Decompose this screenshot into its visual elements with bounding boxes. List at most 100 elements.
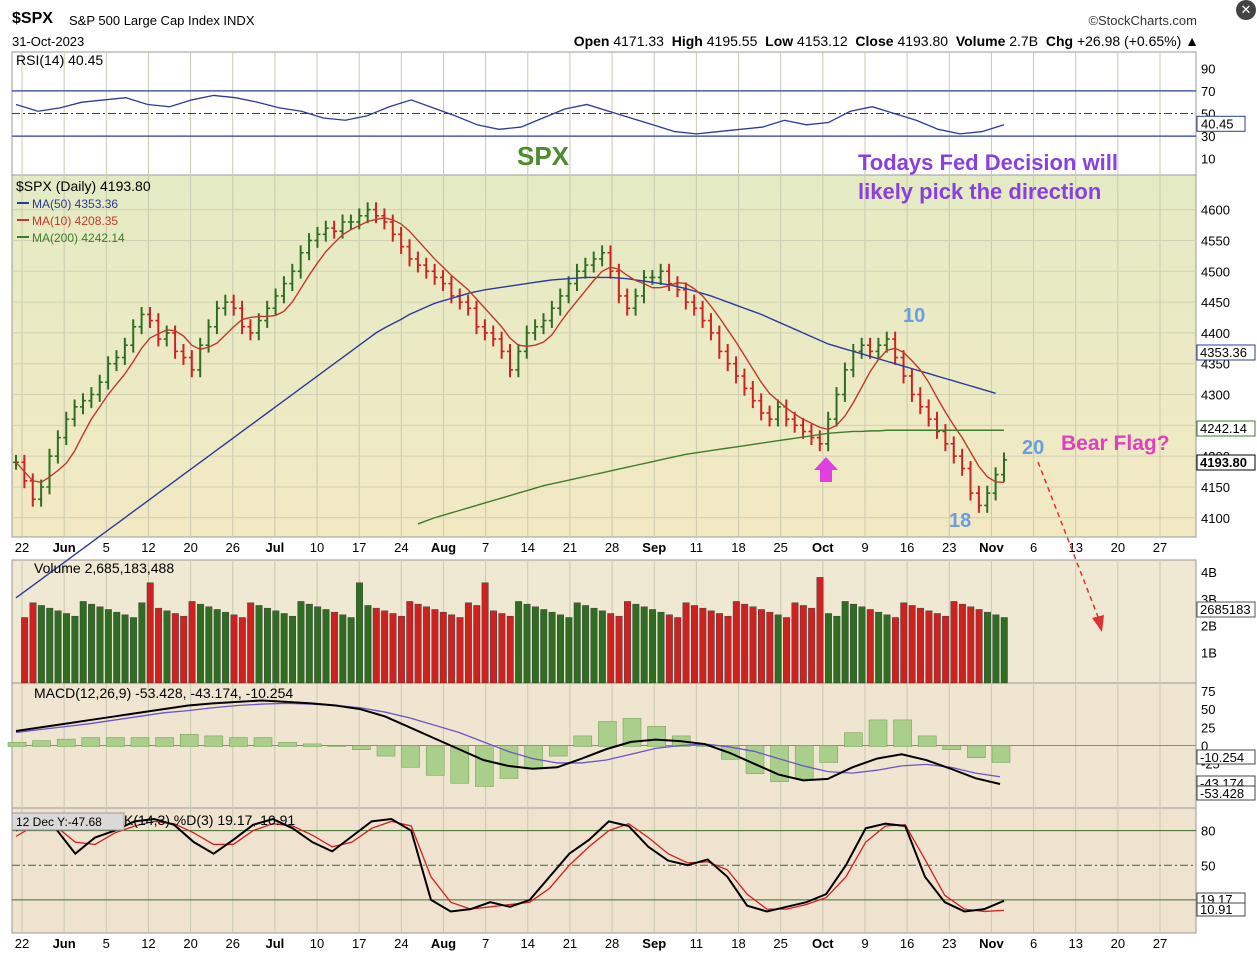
volume-label: Volume 2,685,183,488 — [34, 560, 174, 576]
volume-bar — [515, 601, 523, 684]
macd-histogram — [155, 737, 174, 747]
spx-annotation: SPX — [517, 141, 570, 171]
volume-bar — [799, 605, 807, 684]
volume-bar — [992, 614, 1000, 684]
rsi-label: RSI(14) 40.45 — [16, 52, 103, 68]
volume-bar — [523, 603, 531, 684]
volume-bar — [280, 613, 288, 684]
volume-bar — [96, 606, 104, 684]
macd-histogram — [401, 745, 420, 768]
x-tick-label: 7 — [482, 540, 489, 555]
close-label: Close — [855, 33, 894, 49]
x-tick-label: 27 — [1153, 936, 1167, 951]
x-tick-label: Aug — [431, 540, 456, 555]
volume-bar — [732, 601, 740, 684]
x-tick-label: 21 — [563, 540, 577, 555]
volume-bar — [850, 603, 857, 684]
x-tick-label: 9 — [861, 936, 868, 951]
volume-bar — [875, 611, 883, 684]
x-tick-label: Jun — [53, 936, 76, 951]
volume-value: 2.7B — [1009, 33, 1039, 49]
x-tick-label: 17 — [352, 540, 366, 555]
volume-bar — [347, 617, 355, 684]
volume-bar — [573, 602, 581, 684]
macd-histogram — [598, 721, 617, 747]
sto-tick: 50 — [1201, 858, 1215, 873]
price-tick: 4600 — [1201, 203, 1230, 218]
volume-bar — [858, 606, 866, 684]
x-tick-label: 24 — [394, 540, 408, 555]
volume-bar — [130, 617, 137, 684]
volume-value: 2685183 — [1200, 602, 1251, 617]
rsi-line — [15, 94, 1005, 135]
volume-bar — [975, 609, 983, 684]
price-right-box — [1196, 454, 1256, 471]
volume-bar — [649, 609, 657, 684]
volume-bar — [908, 605, 916, 684]
close-icon[interactable]: ✕ — [1236, 0, 1256, 20]
volume-bar — [498, 613, 506, 684]
volume-bar — [46, 607, 54, 684]
macd-histogram — [302, 743, 322, 747]
volume-bar — [506, 615, 514, 684]
macd-tick: 0 — [1201, 739, 1208, 754]
volume-bar — [766, 611, 774, 684]
volume-value-box — [1196, 601, 1256, 618]
x-tick-label: 7 — [482, 936, 489, 951]
x-tick-label: Oct — [812, 540, 834, 555]
volume-bar — [163, 610, 171, 684]
down-arrow-icon — [1092, 615, 1104, 632]
volume-bar — [891, 617, 899, 684]
x-tick-label: Sep — [642, 936, 666, 951]
sto-tick: 80 — [1201, 824, 1215, 839]
x-tick-label: 18 — [731, 540, 745, 555]
rsi-tick: 30 — [1201, 129, 1215, 144]
brand-label: ©StockCharts.com — [1088, 13, 1197, 28]
low-label: Low — [765, 33, 794, 49]
volume-bar — [37, 605, 45, 684]
volume-bar — [565, 617, 573, 684]
volume-bar — [113, 611, 121, 684]
volume-bar — [531, 606, 539, 684]
macd-tick: 50 — [1201, 702, 1215, 717]
volume-bar — [716, 613, 724, 684]
x-tick-label: Sep — [642, 540, 666, 555]
x-tick-label: 20 — [183, 936, 197, 951]
tooltip-box — [11, 812, 125, 831]
x-tick-label: 27 — [1153, 540, 1167, 555]
volume-bar — [640, 606, 648, 684]
volume-tick: 2B — [1201, 619, 1217, 634]
x-tick-label: Jun — [53, 540, 76, 555]
price-tick: 4400 — [1201, 326, 1230, 341]
price-tick: 4550 — [1201, 233, 1230, 248]
sto-right-label: 10.91 — [1200, 902, 1233, 917]
x-tick-label: 22 — [15, 936, 29, 951]
high-label: High — [671, 33, 703, 49]
legend-entry: MA(10) 4208.35 — [32, 214, 118, 228]
volume-bar — [624, 601, 631, 684]
volume-bar — [607, 613, 615, 684]
macd-histogram — [967, 745, 986, 758]
x-tick-label: 12 — [141, 540, 155, 555]
volume-bar — [598, 610, 606, 684]
volume-bar — [791, 602, 799, 684]
volume-bar — [79, 601, 87, 684]
x-tick-label: 20 — [183, 540, 197, 555]
price-tick: 4100 — [1201, 511, 1230, 526]
volume-bar — [314, 606, 322, 684]
price-right-box — [1196, 344, 1256, 361]
x-tick-label: 16 — [900, 540, 914, 555]
macd-histogram — [278, 742, 297, 747]
price-label: $SPX (Daily) 4193.80 — [16, 178, 151, 194]
volume-bar — [138, 602, 146, 684]
volume-bar — [213, 609, 221, 684]
volume-bar — [431, 609, 439, 684]
price-right-box — [1196, 420, 1256, 437]
open-value: 4171.33 — [613, 33, 664, 49]
macd-histogram — [179, 734, 199, 747]
up-arrow-icon — [814, 457, 838, 482]
volume-bar — [356, 582, 363, 684]
x-tick-label: Nov — [979, 540, 1004, 555]
volume-bar — [724, 615, 732, 684]
x-tick-label: 18 — [731, 936, 745, 951]
